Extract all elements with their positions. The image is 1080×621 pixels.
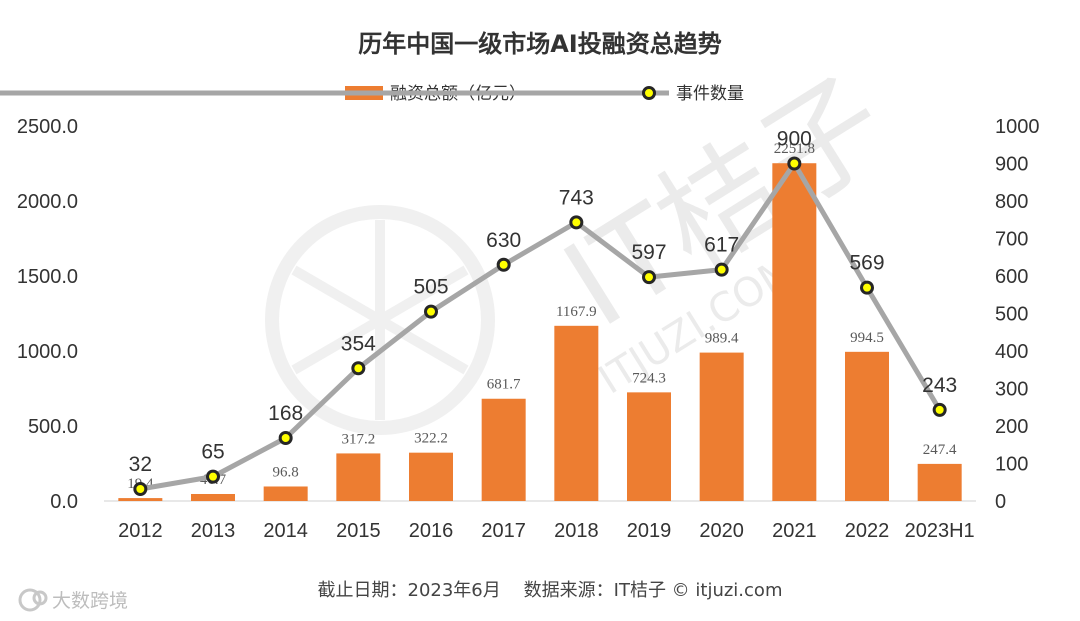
bar-data-label: 724.3 <box>632 370 666 386</box>
y-left-tick-label: 0.0 <box>50 491 78 513</box>
bar <box>845 351 889 501</box>
corner-watermark: 大数跨境 <box>18 588 128 612</box>
count-data-label: 617 <box>704 234 739 257</box>
bar-data-label: 1167.9 <box>556 304 597 320</box>
count-data-label: 243 <box>922 374 957 397</box>
x-tick-label: 2023H1 <box>905 520 975 542</box>
x-tick-label: 2015 <box>336 520 381 542</box>
bar <box>699 352 744 501</box>
y-right-tick-label: 1000 <box>995 116 1040 138</box>
count-data-label: 354 <box>341 332 376 355</box>
count-data-label: 900 <box>777 128 812 151</box>
bar <box>554 325 599 501</box>
x-tick-label: 2020 <box>699 520 744 542</box>
y-right-tick-label: 700 <box>995 229 1028 251</box>
count-labels: 32 65 168 354 505 630 743 597 617 900 569 243 <box>129 128 958 477</box>
count-point <box>787 156 802 171</box>
x-tick-label: 2022 <box>845 520 890 542</box>
y-left-tick-label: 2500.0 <box>17 116 78 138</box>
count-point <box>351 361 366 376</box>
bar-data-label: 681.7 <box>487 377 521 393</box>
bar <box>336 453 381 501</box>
legend: 融资总额（亿元） 事件数量 <box>0 84 744 104</box>
y-right-tick-label: 300 <box>995 379 1028 401</box>
y-right-tick-label: 400 <box>995 341 1028 363</box>
footer-source: 截止日期：2023年6月 数据来源：IT桔子 © itjuzi.com <box>318 580 783 601</box>
y-right-tick-label: 500 <box>995 304 1028 326</box>
count-data-label: 743 <box>559 186 594 209</box>
y-left-tick-label: 500.0 <box>28 416 78 438</box>
y-right-tick-label: 0 <box>995 491 1006 513</box>
x-tick-label: 2013 <box>191 520 236 542</box>
bar <box>118 498 163 501</box>
bar <box>627 392 671 501</box>
count-point <box>642 270 656 285</box>
axes: 0.0 500.0 1000.0 1500.0 2000.0 2500.0 0 100 200 3… <box>17 116 1040 542</box>
count-point <box>569 215 584 230</box>
x-tick-label: 2017 <box>481 520 526 542</box>
count-point <box>206 469 220 484</box>
count-point <box>496 257 511 272</box>
y-left-tick-label: 2000.0 <box>17 191 78 213</box>
count-data-label: 630 <box>486 229 521 252</box>
x-tick-label: 2012 <box>118 520 163 542</box>
x-tick-label: 2018 <box>554 520 599 542</box>
y-left-tick-label: 1500.0 <box>17 266 78 288</box>
bar <box>191 493 235 501</box>
legend-line-label: 事件数量 <box>676 84 744 104</box>
count-point <box>714 262 729 277</box>
count-point <box>860 280 874 295</box>
bar <box>917 463 962 501</box>
bar <box>772 163 817 502</box>
x-tick-label: 2021 <box>772 520 817 542</box>
count-data-label: 569 <box>849 252 884 275</box>
count-data-label: 168 <box>268 402 303 425</box>
bar-data-label: 989.4 <box>705 331 739 347</box>
bar-data-label: 317.2 <box>341 431 375 447</box>
legend-line-marker <box>642 86 656 100</box>
bar <box>263 486 308 501</box>
bar-data-label: 96.8 <box>273 464 299 480</box>
count-points <box>133 156 947 496</box>
chart-title: 历年中国一级市场AI投融资总趋势 <box>358 30 722 58</box>
bar-labels: 19.446.796.8317.2322.2681.71167.9724.398… <box>127 141 957 492</box>
y-right-tick-label: 600 <box>995 266 1028 288</box>
count-point <box>424 304 438 319</box>
bar-data-label: 247.4 <box>923 442 957 458</box>
x-tick-label: 2014 <box>263 520 308 542</box>
count-point <box>932 402 947 417</box>
bar-data-label: 2251.8 <box>774 141 815 157</box>
count-polyline <box>139 161 942 492</box>
bar <box>481 398 526 501</box>
count-point <box>278 431 293 445</box>
bar <box>409 452 453 501</box>
x-tick-label: 2019 <box>627 520 672 542</box>
count-data-label: 505 <box>413 276 448 299</box>
y-right-tick-label: 900 <box>995 154 1028 176</box>
y-right-tick-label: 800 <box>995 191 1028 213</box>
corner-watermark-text: 大数跨境 <box>52 590 128 612</box>
bar-data-label: 994.5 <box>850 330 884 346</box>
count-data-label: 597 <box>631 241 666 264</box>
count-line <box>139 161 942 492</box>
count-data-label: 65 <box>201 441 224 464</box>
count-data-label: 32 <box>129 453 152 476</box>
count-point <box>133 482 148 496</box>
bars <box>118 163 962 502</box>
y-right-tick-label: 200 <box>995 416 1028 438</box>
corner-logo-icon <box>18 588 42 612</box>
bar-data-label: 322.2 <box>414 431 448 447</box>
y-right-tick-label: 100 <box>995 454 1028 476</box>
y-left-tick-label: 1000.0 <box>17 341 78 363</box>
x-tick-label: 2016 <box>409 520 454 542</box>
